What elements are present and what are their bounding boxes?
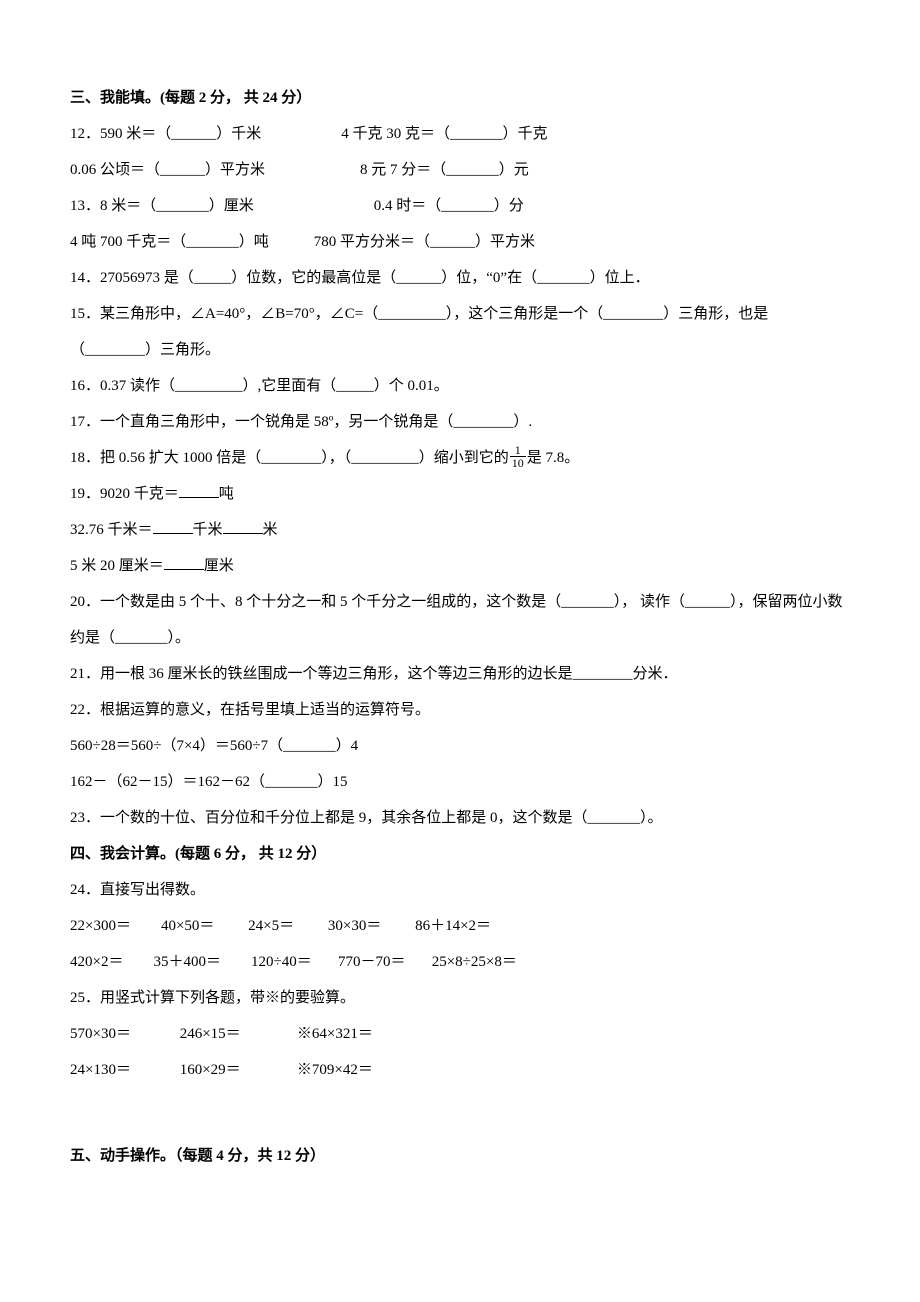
q25-row2: 24×130＝ 160×29＝ ※709×42＝ xyxy=(70,1052,850,1088)
blank xyxy=(223,518,263,534)
q24: 24．直接写出得数。 xyxy=(70,872,850,908)
q23: 23．一个数的十位、百分位和千分位上都是 9，其余各位上都是 0，这个数是（__… xyxy=(70,800,850,836)
section5-heading: 五、动手操作。（每题 4 分，共 12 分） xyxy=(70,1138,850,1174)
q12-line2: 0.06 公顷＝（______）平方米 8 元 7 分＝（_______）元 xyxy=(70,152,850,188)
blank xyxy=(179,482,219,498)
fraction-one-tenth: 110 xyxy=(510,444,526,469)
q13-line2: 4 吨 700 千克＝（_______）吨 780 平方分米＝（______）平方… xyxy=(70,224,850,260)
q19a-tail: 吨 xyxy=(219,486,234,502)
q14: 14．27056973 是（_____）位数，它的最高位是（______）位，“… xyxy=(70,260,850,296)
q19a-pre: 19．9020 千克＝ xyxy=(70,486,179,502)
q22a: 560÷28＝560÷（7×4）＝560÷7（_______）4 xyxy=(70,728,850,764)
q19c-tail: 厘米 xyxy=(204,558,234,574)
q12a: 12．590 米＝（______）千米 xyxy=(70,126,261,142)
section3-heading: 三、我能填。(每题 2 分， 共 24 分） xyxy=(70,80,850,116)
q24-row1: 22×300＝ 40×50＝ 24×5＝ 30×30＝ 86＋14×2＝ xyxy=(70,908,850,944)
q13-line1: 13．8 米＝（_______）厘米 0.4 时＝（_______）分 xyxy=(70,188,850,224)
q19c-pre: 5 米 20 厘米＝ xyxy=(70,558,164,574)
q18: 18．把 0.56 扩大 1000 倍是（________），（________… xyxy=(70,440,850,476)
q19b: 32.76 千米＝ 千米 米 xyxy=(70,512,850,548)
q13c: 4 吨 700 千克＝（_______）吨 xyxy=(70,234,269,250)
q15: 15．某三角形中，∠A=40°，∠B=70°，∠C=（_________），这个… xyxy=(70,296,850,368)
q19b-tail: 米 xyxy=(263,522,278,538)
q18a: 18．把 0.56 扩大 1000 倍是（________），（________… xyxy=(70,450,509,466)
q12c: 0.06 公顷＝（______）平方米 xyxy=(70,162,265,178)
q22: 22．根据运算的意义，在括号里填上适当的运算符号。 xyxy=(70,692,850,728)
blank xyxy=(164,554,204,570)
q18b: 是 7.8。 xyxy=(527,450,580,466)
q24-row2: 420×2＝ 35＋400＝ 120÷40＝ 770－70＝ 25×8÷25×8… xyxy=(70,944,850,980)
q19c: 5 米 20 厘米＝ 厘米 xyxy=(70,548,850,584)
q13a: 13．8 米＝（_______）厘米 xyxy=(70,198,254,214)
blank xyxy=(153,518,193,534)
q21: 21．用一根 36 厘米长的铁丝围成一个等边三角形，这个等边三角形的边长是___… xyxy=(70,656,850,692)
q13d: 780 平方分米＝（______）平方米 xyxy=(314,234,535,250)
q13b: 0.4 时＝（_______）分 xyxy=(374,198,524,214)
frac-den: 10 xyxy=(510,457,526,469)
q12b: 4 千克 30 克＝（_______）千克 xyxy=(341,126,547,142)
q25-row1: 570×30＝ 246×15＝ ※64×321＝ xyxy=(70,1016,850,1052)
section4-heading: 四、我会计算。(每题 6 分， 共 12 分） xyxy=(70,836,850,872)
q22b: 162－（62－15）＝162－62（_______）15 xyxy=(70,764,850,800)
q12-line1: 12．590 米＝（______）千米 4 千克 30 克＝（_______）千克 xyxy=(70,116,850,152)
q16: 16．0.37 读作（_________）,它里面有（_____）个 0.01。 xyxy=(70,368,850,404)
q20: 20．一个数是由 5 个十、8 个十分之一和 5 个千分之一组成的，这个数是（_… xyxy=(70,584,850,656)
q25: 25．用竖式计算下列各题，带※的要验算。 xyxy=(70,980,850,1016)
q19a: 19．9020 千克＝ 吨 xyxy=(70,476,850,512)
q19b-pre: 32.76 千米＝ xyxy=(70,522,153,538)
q19b-mid: 千米 xyxy=(193,522,223,538)
q17: 17．一个直角三角形中，一个锐角是 58º，另一个锐角是（________）. xyxy=(70,404,850,440)
q12d: 8 元 7 分＝（_______）元 xyxy=(360,162,529,178)
